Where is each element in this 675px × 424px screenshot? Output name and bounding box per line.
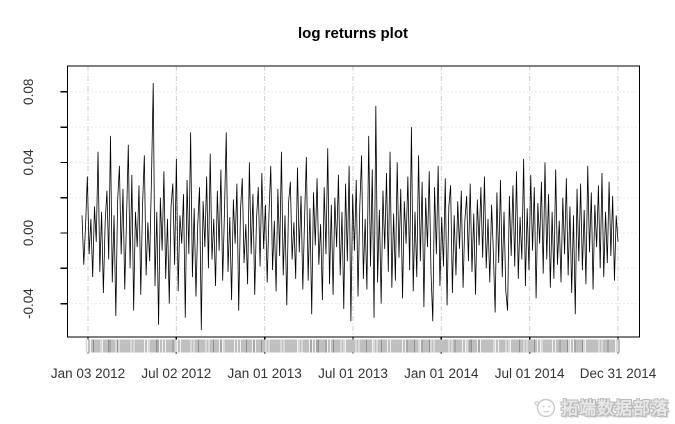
x-tick-label: Jan 01 2013 [228,366,302,381]
x-tick-label: Jul 02 2012 [141,366,211,381]
y-tick-label: -0.04 [21,288,36,319]
x-tick-label: Jan 01 2014 [404,366,479,381]
y-tick-label: 0.08 [21,79,36,105]
x-axis: Jan 03 2012 Jul 02 2012 Jan 01 2013 Jul 01 … [51,337,657,381]
x-tick-label: Jul 01 2013 [318,366,388,381]
x-tick-label: Jan 03 2012 [51,366,125,381]
rug-band [86,339,620,353]
y-tick-label: 0.04 [21,149,36,176]
log-returns-series [81,82,619,331]
x-tick-label: Dec 31 2014 [580,366,657,381]
date-rug [85,339,620,353]
y-tick-label: 0.00 [21,220,36,246]
chart-title: log returns plot [298,25,408,42]
x-tick-label: Jul 01 2014 [495,366,565,381]
y-axis: -0.04 0.00 0.04 0.08 [21,79,68,319]
series-line [81,82,619,331]
